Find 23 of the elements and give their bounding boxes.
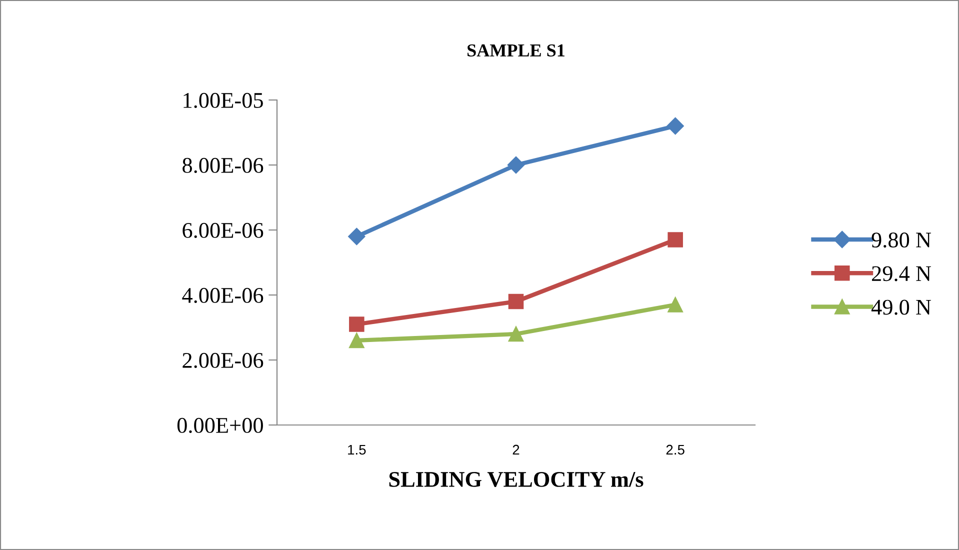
y-tick-label: 2.00E-06 [182,352,264,368]
legend-label: 29.4 N [872,266,931,282]
point [666,117,684,135]
y-tick-label: 1.00E-05 [184,92,263,108]
point [508,294,524,310]
x-tick-label: 1.5 [348,444,366,455]
x-tick-label: 2 [512,444,520,455]
chart-title: SAMPLE S1 [468,44,564,57]
legend-label: 49.0 N [871,300,931,315]
point [349,332,364,348]
point [507,156,525,174]
y-tick-label: 6.00E-06 [182,222,264,238]
y-tick-label: 0.00E+00 [177,418,263,434]
y-tick-label: 8.00E-06 [182,158,264,174]
y-tick-label: 4.00E-06 [182,288,264,304]
x-axis-title: SLIDING VELOCITY m/s [389,472,644,488]
point [668,297,683,312]
point [348,228,366,246]
x-tick-label: 2.5 [666,444,684,455]
point [508,326,524,342]
point [349,316,364,332]
legend-label: 9.80 N [872,232,931,248]
point [668,232,683,248]
